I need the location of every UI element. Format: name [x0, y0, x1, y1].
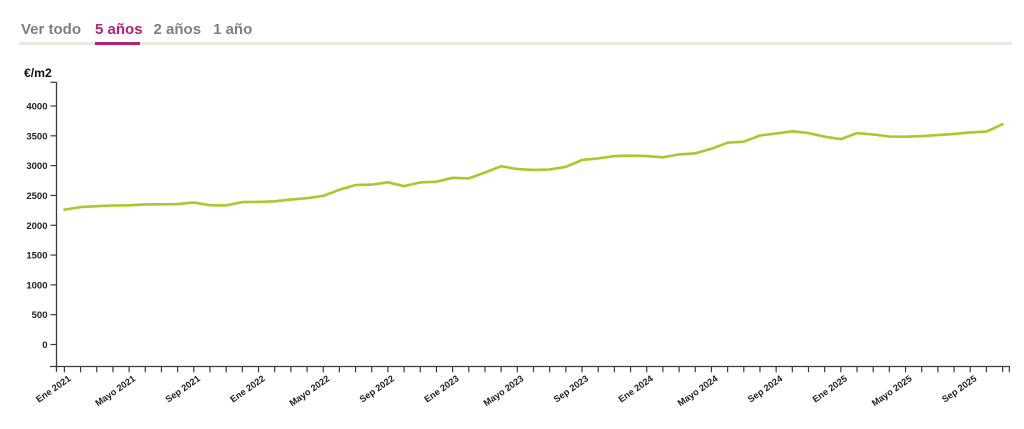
svg-text:500: 500	[32, 310, 48, 321]
svg-text:Sep 2023: Sep 2023	[552, 373, 590, 404]
svg-text:Ene 2023: Ene 2023	[422, 373, 460, 404]
svg-text:0: 0	[42, 340, 47, 351]
svg-text:3500: 3500	[26, 131, 47, 142]
svg-text:Mayo 2025: Mayo 2025	[870, 373, 914, 408]
svg-text:Sep 2022: Sep 2022	[358, 373, 396, 404]
svg-text:Mayo 2021: Mayo 2021	[93, 373, 137, 408]
svg-text:1000: 1000	[26, 280, 47, 291]
svg-text:1500: 1500	[26, 251, 47, 262]
svg-text:Sep 2021: Sep 2021	[164, 373, 202, 404]
svg-text:Sep 2024: Sep 2024	[746, 373, 785, 405]
svg-text:4000: 4000	[26, 102, 47, 113]
svg-text:Mayo 2022: Mayo 2022	[288, 373, 332, 408]
svg-text:Sep 2025: Sep 2025	[940, 373, 978, 404]
svg-text:Ene 2022: Ene 2022	[228, 373, 266, 404]
svg-text:Mayo 2024: Mayo 2024	[676, 373, 721, 408]
svg-text:Ene 2025: Ene 2025	[811, 373, 849, 404]
svg-text:Mayo 2023: Mayo 2023	[482, 373, 526, 408]
svg-text:Ene 2021: Ene 2021	[34, 373, 72, 404]
svg-text:2000: 2000	[26, 221, 47, 232]
svg-text:3000: 3000	[26, 161, 47, 172]
svg-text:2500: 2500	[26, 191, 47, 202]
svg-text:Ene 2024: Ene 2024	[617, 373, 656, 405]
